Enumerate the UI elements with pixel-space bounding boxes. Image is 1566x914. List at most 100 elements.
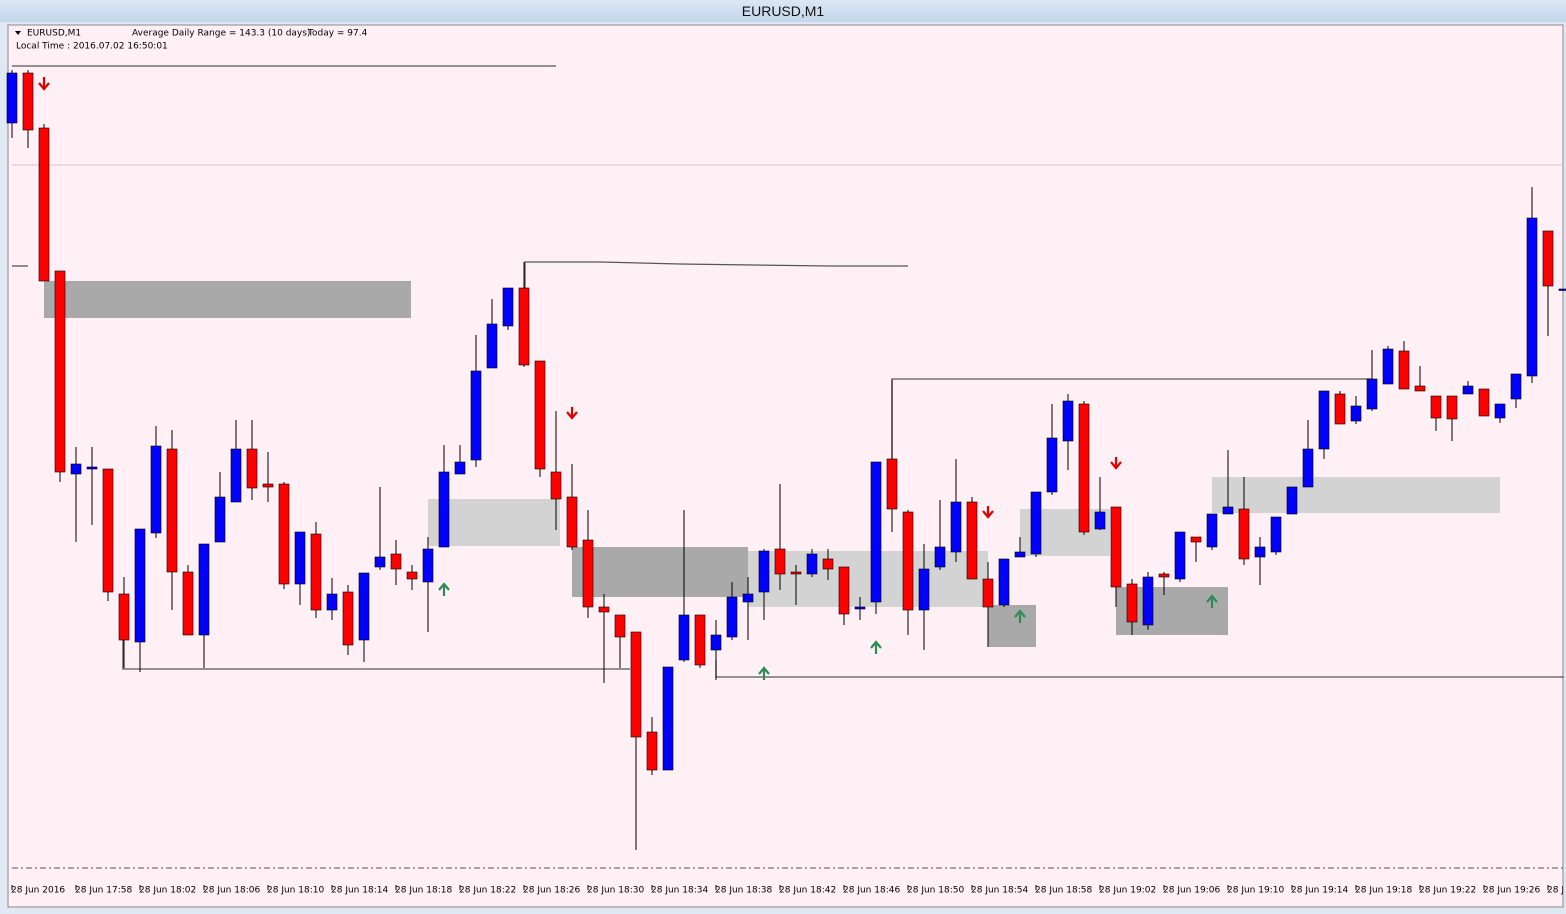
candle-body [806, 553, 818, 575]
candle-body [1302, 448, 1314, 488]
candle-body [342, 591, 354, 646]
candle-body [134, 528, 146, 643]
candle-body [614, 614, 626, 638]
candle-body [118, 593, 130, 641]
candle-body [150, 445, 162, 534]
x-tick-label: 28 Jun 17:58 [75, 886, 132, 896]
candle-body [694, 614, 706, 666]
candle-body [534, 360, 546, 470]
candle-body [1350, 405, 1362, 422]
drawing-objects [12, 65, 1564, 869]
candle-body [1414, 385, 1426, 392]
candle-body [870, 461, 882, 603]
zone [44, 281, 411, 318]
candle-body [902, 511, 914, 611]
zone [988, 605, 1036, 647]
candle-body [38, 127, 50, 282]
candle-body [1158, 573, 1170, 578]
candle-body [262, 483, 274, 488]
candle-body [710, 634, 722, 651]
candle-body [726, 596, 738, 638]
candle-body [1110, 506, 1122, 588]
zone [428, 499, 560, 546]
candle-body [1190, 536, 1202, 543]
candle-body [1206, 513, 1218, 548]
candle-body [1078, 403, 1090, 533]
chart-title: EURUSD,M1 [27, 29, 81, 39]
x-tick-label: 28 Jun 19:30 [1547, 886, 1566, 896]
candle-body [1126, 583, 1138, 623]
candle-body [1030, 491, 1042, 555]
candle-body [1430, 395, 1442, 419]
zone [1212, 477, 1500, 513]
candle-body [598, 606, 610, 613]
candle-body [230, 448, 242, 503]
candle-body [1094, 511, 1106, 530]
candles [6, 70, 1566, 850]
candle-body [886, 458, 898, 510]
candle-body [630, 631, 642, 738]
annotation: Today = 97.4 [307, 29, 368, 39]
dropdown-icon [15, 31, 21, 35]
chart: EURUSD,M1 Average Daily Range = 143.3 (1… [6, 24, 1566, 908]
candle-body [198, 543, 210, 636]
candle-body [550, 471, 562, 500]
sell-arrow [566, 407, 578, 420]
candle-body [1238, 508, 1250, 560]
x-tick-label: 28 Jun 19:06 [1163, 886, 1220, 896]
candle-body [166, 448, 178, 573]
candle-body [1142, 576, 1154, 626]
candle-body [950, 501, 962, 553]
candle-body [1398, 350, 1410, 390]
candle-body [854, 606, 866, 610]
candle-body [1510, 373, 1522, 400]
x-tick-label: 28 Jun 19:18 [1355, 886, 1412, 896]
candle-body [278, 483, 290, 585]
annotation: Average Daily Range = 143.3 (10 days) [132, 29, 310, 39]
x-tick-label: 28 Jun 18:58 [1035, 886, 1092, 896]
x-axis: 28 Jun 2016 28 Jun 17:58 28 Jun 18:02 28 Ju… [11, 885, 1566, 896]
candle-body [1014, 551, 1026, 558]
x-tick-label: 28 Jun 19:22 [1419, 886, 1476, 896]
buy-arrow [438, 582, 450, 596]
candle-body [1254, 546, 1266, 558]
candle-body [374, 556, 386, 568]
candle-body [1046, 437, 1058, 493]
candle-body [294, 531, 306, 585]
candle-body [662, 666, 674, 771]
x-tick-label: 28 Jun 18:38 [715, 886, 772, 896]
candle-body [566, 496, 578, 548]
buy-arrow [1206, 594, 1218, 608]
window-title: EURUSD,M1 [0, 0, 1566, 22]
x-tick-label: 28 Jun 18:34 [651, 886, 708, 896]
x-tick-label: 28 Jun 18:42 [779, 886, 836, 896]
candle-body [998, 558, 1010, 606]
candle-body [966, 501, 978, 580]
x-tick-label: 28 Jun 18:10 [267, 886, 324, 896]
candle-body [486, 323, 498, 369]
candle-body [102, 468, 114, 593]
x-tick-label: 28 Jun 19:10 [1227, 886, 1284, 896]
candle-body [934, 546, 946, 568]
candle-body [470, 370, 482, 461]
candle-body [678, 614, 690, 661]
candle-body [822, 558, 834, 570]
x-tick-label: 28 Jun 18:18 [395, 886, 452, 896]
candle-body [1334, 393, 1346, 425]
sell-arrow [38, 77, 50, 91]
candle-body [502, 287, 514, 327]
candle-body [1446, 395, 1458, 420]
candle-body [790, 571, 802, 575]
candle-body [54, 270, 66, 473]
candle-body [214, 496, 226, 543]
candle-body [326, 593, 338, 611]
candle-body [918, 568, 930, 611]
sell-arrow [982, 506, 994, 519]
candle-body [1270, 516, 1282, 553]
x-tick-label: 28 Jun 18:54 [971, 886, 1028, 896]
candle-body [1494, 403, 1506, 419]
buy-arrow [758, 666, 770, 680]
candle-body [838, 566, 850, 615]
candle-body [6, 72, 18, 124]
